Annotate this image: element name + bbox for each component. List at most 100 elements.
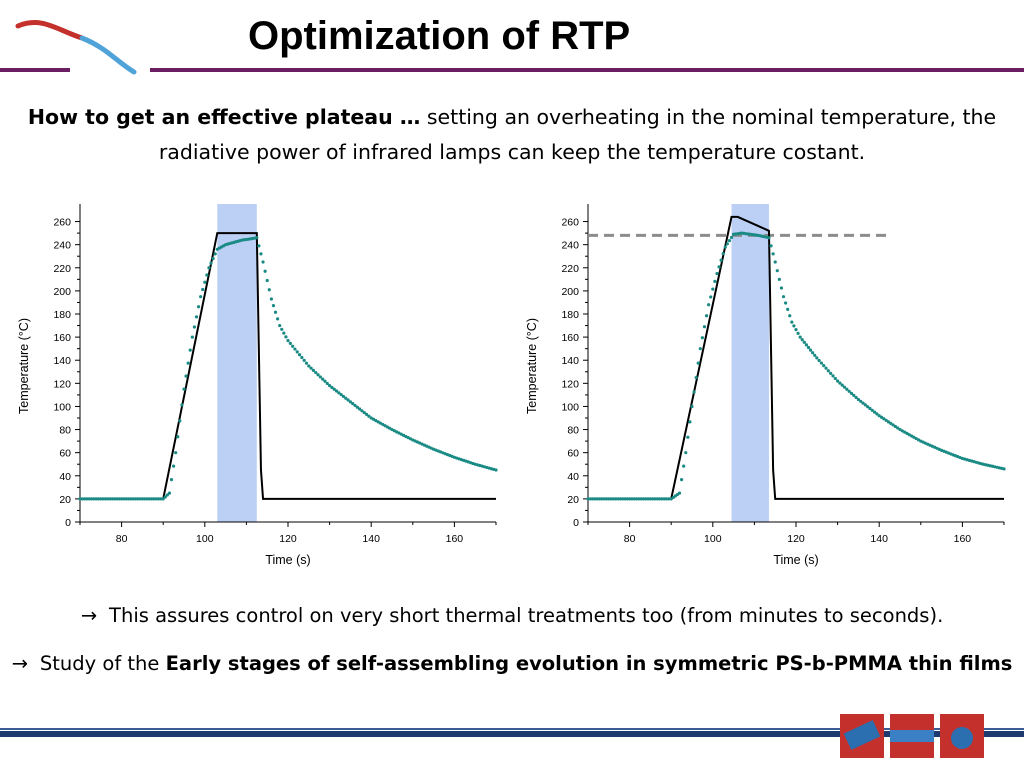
measured-point [314, 370, 318, 375]
measured-point [115, 497, 119, 501]
arrow-icon: → [80, 604, 98, 627]
measured-point [295, 350, 299, 354]
measured-point [167, 491, 172, 495]
measured-point [646, 497, 650, 501]
measured-point [866, 405, 870, 409]
measured-point [842, 385, 847, 389]
intro-bold: How to get an effective plateau … [27, 105, 421, 129]
measured-point [648, 497, 652, 501]
y-tick-label: 120 [53, 378, 71, 390]
measured-point [169, 478, 174, 482]
measured-point [360, 409, 364, 413]
measured-point [87, 497, 91, 501]
measured-point [346, 398, 350, 402]
measured-point [145, 497, 149, 501]
measured-point [815, 356, 819, 360]
measured-point [711, 287, 715, 291]
y-tick-label: 260 [561, 217, 579, 229]
measured-point [211, 256, 215, 261]
measured-point [682, 464, 686, 468]
measured-point [316, 373, 320, 377]
measured-point [723, 245, 727, 249]
measured-point [140, 497, 144, 501]
measured-point [845, 387, 849, 391]
wave-logo [15, 20, 137, 75]
measured-point [355, 405, 359, 409]
measured-point [644, 497, 648, 501]
measured-point [257, 244, 261, 248]
setpoint-line [80, 232, 496, 500]
measured-point [660, 497, 664, 501]
measured-point [775, 269, 779, 273]
measured-point [328, 384, 332, 388]
measured-point [896, 426, 900, 430]
measured-point [875, 412, 879, 416]
measured-point [595, 497, 599, 501]
measured-point [811, 351, 815, 355]
measured-point [92, 497, 96, 501]
measured-point [849, 391, 854, 395]
measured-point [639, 497, 643, 501]
x-axis-label: Time (s) [773, 553, 818, 567]
y-tick-label: 160 [561, 332, 579, 344]
measured-point [854, 395, 858, 400]
measured-point [83, 497, 87, 501]
measured-point [625, 497, 629, 501]
measured-series [586, 231, 1006, 501]
measured-point [684, 451, 688, 455]
measured-point [877, 414, 881, 418]
bullet-2-prefix: Study of the [39, 652, 166, 675]
y-tick-label: 80 [567, 425, 579, 437]
measured-point [278, 323, 282, 328]
measured-point [838, 381, 842, 385]
measured-point [165, 493, 169, 497]
measured-point [868, 406, 872, 411]
chart-left-svg: 0 20 40 60 80 100 120 140 160 180 200 220 240 260 80 10… [17, 204, 498, 567]
x-tick-label: 80 [116, 533, 128, 545]
y-tick-label: 240 [561, 240, 579, 252]
measured-point [586, 497, 590, 501]
measured-point [304, 361, 309, 365]
measured-point [630, 497, 634, 501]
measured-point [616, 497, 620, 501]
measured-point [786, 307, 790, 311]
bullet-2-bold: Early stages of self-assembling evolutio… [165, 652, 1013, 675]
y-tick-label: 140 [53, 355, 71, 367]
measured-point [89, 497, 94, 501]
measured-point [773, 260, 777, 264]
measured-point [282, 331, 286, 335]
measured-point [604, 497, 609, 501]
measured-point [641, 497, 646, 501]
measured-point [152, 497, 156, 501]
measured-point [694, 375, 698, 380]
measured-point [628, 497, 632, 501]
measured-point [621, 497, 625, 501]
measured-point [802, 340, 806, 344]
measured-point [614, 497, 618, 501]
measured-point [607, 497, 611, 501]
measured-point [852, 393, 856, 398]
measured-point [203, 280, 207, 284]
measured-point [307, 364, 311, 368]
measured-point [311, 368, 316, 372]
measured-point [767, 236, 771, 240]
chart-plateau-with-overheat: 0 20 40 60 80 100 120 140 160 180 200 220 240 260 80 10… [520, 195, 1020, 575]
y-tick-label: 120 [561, 378, 579, 390]
measured-point [351, 402, 355, 406]
measured-point [829, 371, 833, 375]
measured-point [267, 288, 271, 292]
y-tick-label: 40 [567, 471, 579, 483]
measured-point [280, 327, 284, 331]
y-tick-label: 0 [573, 517, 579, 529]
measured-point [600, 497, 604, 501]
measured-point [344, 396, 348, 400]
measured-point [147, 497, 151, 501]
measured-point [808, 348, 813, 352]
measured-point [174, 451, 178, 455]
measured-point [103, 497, 108, 501]
x-tick-label: 140 [362, 533, 380, 545]
y-tick-label: 200 [53, 286, 71, 298]
bullet-1-text: This assures control on very short therm… [109, 604, 944, 627]
x-tick-label: 160 [954, 533, 972, 545]
measured-point [698, 347, 702, 351]
